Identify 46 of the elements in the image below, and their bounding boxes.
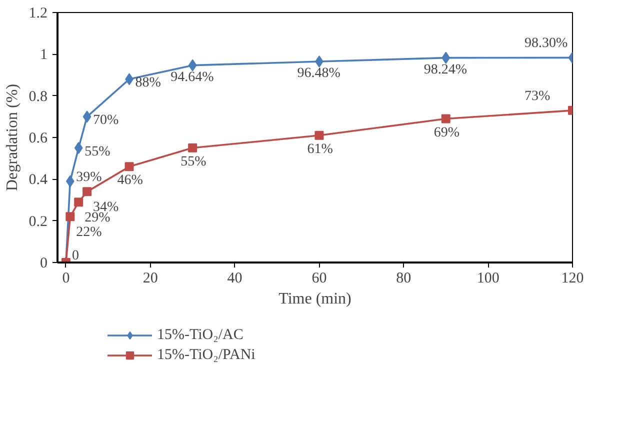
data-label: 94.64% <box>170 70 214 85</box>
point <box>442 52 450 64</box>
x-tick-label: 0 <box>62 270 70 286</box>
point <box>74 142 83 154</box>
point <box>82 187 92 196</box>
point <box>314 130 324 140</box>
point <box>82 110 92 123</box>
data-label: 70% <box>93 113 120 128</box>
data-label: 55% <box>180 154 207 170</box>
data-label: 61% <box>307 142 334 157</box>
y-tick-label: 0.6 <box>28 130 48 146</box>
legend-label: 15%-TiO₂/AC <box>157 326 244 344</box>
data-label: 88% <box>135 76 162 91</box>
y-tick-label: 0.4 <box>28 172 48 188</box>
x-tick-label: 20 <box>142 270 158 286</box>
data-label: 96.48% <box>297 66 341 81</box>
y-tick-label: 1 <box>40 47 48 64</box>
data-label: 73% <box>524 88 550 104</box>
point <box>188 59 197 72</box>
x-tick-label: 40 <box>227 270 242 286</box>
point <box>441 114 450 124</box>
point <box>315 56 324 68</box>
data-label: 98.30% <box>524 36 568 52</box>
data-label: 55% <box>84 144 111 160</box>
data-label: 39% <box>76 170 102 185</box>
point <box>66 175 74 188</box>
point <box>124 162 134 172</box>
y-tick-label: 0.8 <box>28 88 48 105</box>
y-tick-label: 1.2 <box>28 6 48 22</box>
x-tick-label: 100 <box>476 270 500 286</box>
y-axis-title: Degradation (%) <box>4 84 21 192</box>
point <box>74 198 84 207</box>
data-label: 98.24% <box>424 62 468 78</box>
x-tick-label: 120 <box>561 270 584 286</box>
data-label: 46% <box>117 173 144 188</box>
x-axis-title: Time (min) <box>278 290 352 308</box>
y-tick-label: 0 <box>40 256 48 272</box>
data-label: 69% <box>434 125 460 140</box>
point <box>66 212 75 222</box>
data-label: 22% <box>76 225 102 240</box>
x-tick-label: 60 <box>312 270 327 286</box>
data-label: 0 <box>72 248 79 264</box>
x-tick-label: 80 <box>396 270 412 286</box>
legend-label: 15%-TiO₂/PANi <box>157 346 256 364</box>
y-tick-label: 0.2 <box>28 214 48 230</box>
point <box>188 143 198 152</box>
